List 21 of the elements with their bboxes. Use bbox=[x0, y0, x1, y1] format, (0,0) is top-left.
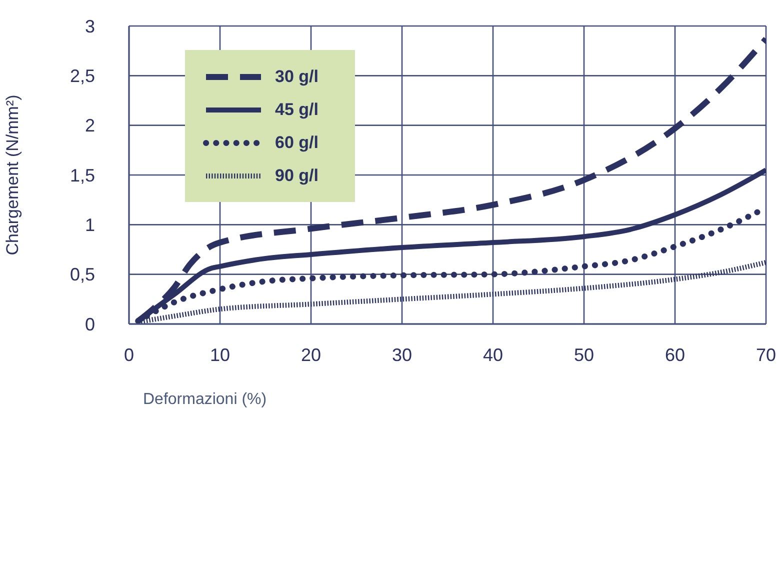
x-tick-label: 10 bbox=[210, 344, 230, 365]
x-tick-label: 70 bbox=[756, 344, 776, 365]
y-tick-label: 0 bbox=[84, 314, 95, 334]
y-tick-label: 1 bbox=[84, 215, 95, 236]
y-tick-label: 1,5 bbox=[70, 165, 95, 186]
x-tick-label: 60 bbox=[664, 344, 686, 365]
legend-label: 90 g/l bbox=[275, 166, 318, 186]
y-tick-label: 0,5 bbox=[70, 264, 95, 285]
legend-label: 45 g/l bbox=[275, 100, 318, 120]
y-tick-label: 2,5 bbox=[70, 66, 95, 86]
x-tick-label: 30 bbox=[392, 344, 412, 365]
legend-label: 60 g/l bbox=[275, 132, 318, 152]
legend-label: 30 g/l bbox=[275, 66, 318, 86]
x-tick-label: 0 bbox=[124, 344, 134, 365]
x-tick-label: 20 bbox=[300, 344, 322, 365]
x-tick-label: 50 bbox=[574, 344, 594, 365]
y-tick-label: 2 bbox=[84, 116, 95, 136]
x-tick-label: 40 bbox=[482, 344, 504, 365]
y-axis-title: Chargement (N/mm²) bbox=[3, 94, 22, 256]
y-tick-label: 3 bbox=[84, 16, 95, 36]
x-axis-title: Deformazioni (%) bbox=[143, 391, 267, 408]
